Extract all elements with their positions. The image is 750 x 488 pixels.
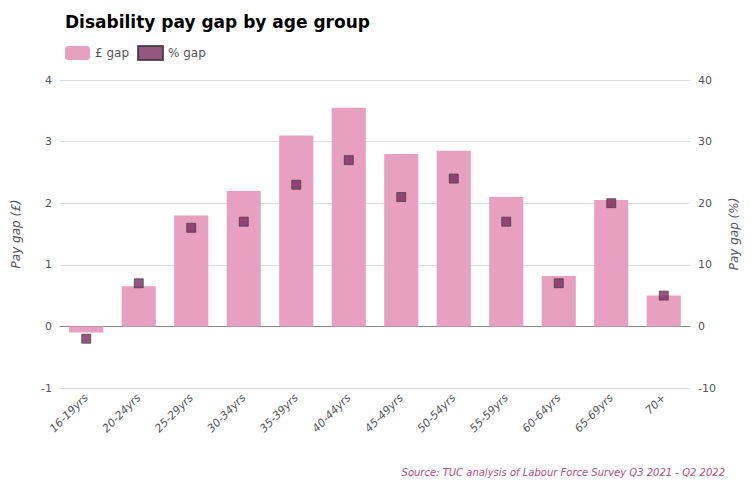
svg-text:0: 0 — [698, 320, 705, 333]
svg-text:35-39yrs: 35-39yrs — [257, 391, 301, 435]
svg-text:Pay gap (%): Pay gap (%) — [727, 198, 741, 271]
svg-text:Disability pay gap by age grou: Disability pay gap by age group — [65, 12, 370, 32]
svg-text:30-34yrs: 30-34yrs — [205, 391, 249, 435]
svg-text:40: 40 — [698, 74, 712, 87]
svg-text:30: 30 — [698, 135, 712, 148]
svg-text:20-24yrs: 20-24yrs — [100, 391, 144, 435]
svg-text:25-29yrs: 25-29yrs — [152, 391, 196, 435]
svg-text:60-64yrs: 60-64yrs — [520, 391, 564, 435]
svg-text:20: 20 — [698, 197, 712, 210]
svg-text:3: 3 — [45, 135, 52, 148]
svg-text:£ gap: £ gap — [95, 46, 129, 60]
svg-text:10: 10 — [698, 258, 712, 271]
svg-text:70+: 70+ — [643, 391, 669, 417]
svg-text:-10: -10 — [698, 382, 716, 395]
svg-text:0: 0 — [45, 320, 52, 333]
svg-text:65-69yrs: 65-69yrs — [572, 391, 616, 435]
svg-text:2: 2 — [45, 197, 52, 210]
svg-text:Pay gap (£): Pay gap (£) — [9, 200, 23, 269]
svg-text:40-44yrs: 40-44yrs — [310, 391, 354, 435]
svg-text:4: 4 — [45, 74, 52, 87]
svg-text:45-49yrs: 45-49yrs — [362, 391, 406, 435]
svg-text:-1: -1 — [41, 382, 52, 395]
svg-text:16-19yrs: 16-19yrs — [47, 391, 91, 435]
svg-text:50-54yrs: 50-54yrs — [415, 391, 459, 435]
svg-text:% gap: % gap — [168, 46, 206, 60]
svg-text:Source: TUC analysis of Labour: Source: TUC analysis of Labour Force Sur… — [402, 467, 725, 478]
svg-text:55-59yrs: 55-59yrs — [467, 391, 511, 435]
svg-text:1: 1 — [45, 258, 52, 271]
